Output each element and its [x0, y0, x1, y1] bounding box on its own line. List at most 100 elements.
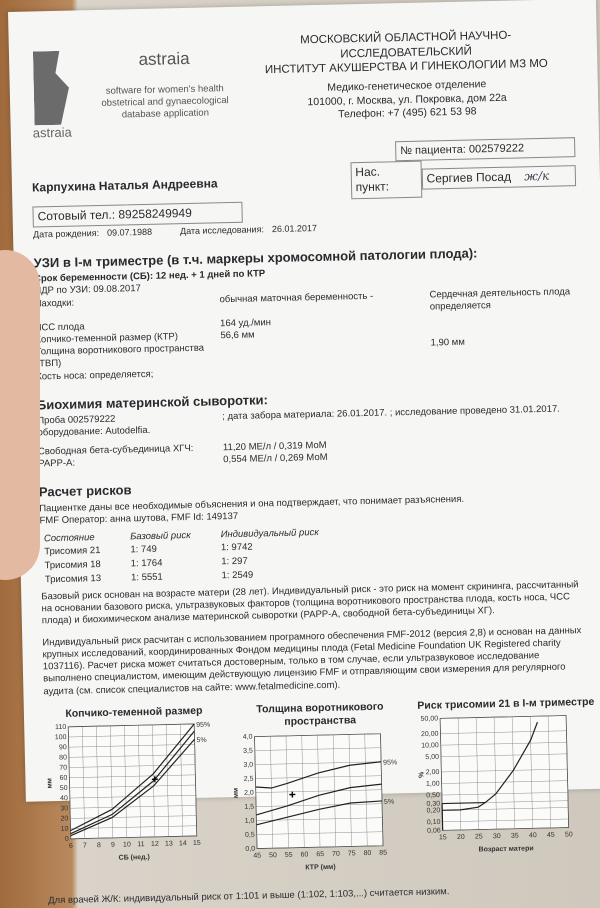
x-tick-label: 40 [529, 832, 537, 839]
y-tick-label: 10 [61, 826, 69, 833]
risk-cell: 1: 2549 [221, 569, 254, 582]
x-tick-label: 50 [269, 852, 277, 859]
astraia-logo: astraia [29, 38, 91, 149]
document-page: astraia astraia software for women's hea… [8, 0, 600, 906]
y-axis-label: мм [233, 787, 240, 798]
risk-table: Состояние Базовый риск Индивидуальный риск… [44, 526, 350, 588]
grid-line [440, 742, 567, 746]
y-tick-label: 5,00 [425, 754, 439, 761]
grid-line [69, 764, 196, 768]
grid-line [254, 747, 381, 751]
x-tick-label: 55 [285, 851, 293, 858]
chart-svg: 6 7 8 9 10 11 12 13 14 15 0 10 20 30 40 50 60 70 80 90 100 11… [46, 722, 210, 862]
y-tick-label: 3,0 [243, 761, 253, 768]
x-tick-label: 45 [253, 852, 261, 859]
risk-cell: Трисомия 13 [44, 573, 102, 586]
dob-label: Дата рождения: [32, 228, 100, 240]
city-value: Сергиев Посад [426, 169, 512, 186]
y-tick-label: 50 [60, 785, 68, 792]
chart-svg: 45 50 55 60 65 70 75 80 85 0,0 0,5 1,0 1,5 2,0 2,5 3,0 3… [233, 732, 397, 871]
hand [0, 250, 40, 580]
series-label: 95% [383, 759, 397, 766]
series-label: 5% [384, 798, 394, 805]
y-tick-label: 2,5 [244, 775, 254, 782]
x-tick-label: 15 [439, 834, 447, 841]
y-tick-label: 20,00 [421, 731, 439, 738]
grid-line [68, 754, 195, 758]
grid-line [255, 775, 382, 779]
x-tick-label: 6 [69, 843, 73, 850]
y-tick-label: 50,00 [421, 716, 439, 723]
y-tick-label: 40 [60, 795, 68, 802]
y-tick-label: 3,5 [243, 747, 253, 754]
y-tick-label: 0,06 [427, 828, 441, 835]
y-tick-label: 100 [55, 734, 67, 741]
y-tick-label: 0,20 [427, 808, 441, 815]
x-tick-label: 15 [193, 840, 201, 847]
y-tick-label: 10,00 [421, 742, 439, 749]
x-tick-label: 14 [179, 840, 187, 847]
grid-line [255, 761, 382, 765]
x-tick-label: 75 [348, 850, 356, 857]
y-axis-label: % [418, 771, 425, 778]
y-tick-label: 2,00 [426, 769, 440, 776]
chart-1: Толщина воротникового пространства 45 50 55… [230, 700, 414, 885]
grid-line [441, 769, 568, 773]
x-tick-label: 80 [363, 850, 371, 857]
y-tick-label: 70 [59, 765, 67, 772]
ultrasound-extra: 1,90 мм [430, 336, 465, 349]
y-tick-label: 60 [60, 775, 68, 782]
exam-date: 26.01.2017 [271, 223, 318, 235]
series-label: 95% [196, 722, 210, 729]
x-axis-label: КТР (мм) [305, 863, 336, 871]
x-tick-label: 7 [83, 843, 87, 850]
grid-line [68, 723, 195, 728]
chart-2: Риск трисомии 21 в I-м триместре 15 20 25 30… [416, 696, 600, 881]
grid-line [68, 744, 195, 748]
y-tick-label: 0,0 [245, 845, 255, 852]
y-tick-label: 90 [59, 744, 67, 751]
city-label: Нас. пункт: [350, 160, 423, 200]
risk-cell: 1: 5551 [130, 571, 163, 584]
y-tick-label: 80 [59, 755, 67, 762]
ultrasound-extra [431, 359, 580, 375]
y-axis-label: мм [46, 778, 53, 789]
x-tick-label: 35 [511, 833, 519, 840]
x-tick-label: 11 [137, 841, 145, 848]
x-tick-label: 13 [165, 841, 173, 848]
brand-name: astraia [138, 48, 190, 70]
x-tick-label: 45 [547, 832, 555, 839]
x-tick-label: 10 [123, 842, 131, 849]
x-tick-label: 60 [300, 851, 308, 858]
y-tick-label: 4,0 [243, 733, 253, 740]
x-tick-label: 85 [379, 849, 387, 856]
mobile-phone: Сотовый тел.: 89258249949 [32, 201, 243, 228]
x-axis-label: СБ (нед.) [119, 854, 150, 862]
grid-line [441, 753, 567, 758]
x-tick-label: 30 [493, 833, 501, 840]
y-tick-label: 2,0 [244, 789, 254, 796]
dob: 09.07.1988 [106, 226, 153, 238]
measurement-point [289, 791, 296, 798]
handwritten-mark: ж/к [524, 168, 550, 184]
city: Сергиев Посад ж/к [421, 164, 577, 190]
y-tick-label: 1,0 [245, 817, 255, 824]
grid-line [440, 715, 567, 719]
grid-line [254, 733, 381, 737]
logo-text: astraia [32, 124, 72, 141]
grid-line [69, 795, 196, 799]
y-tick-label: 0,50 [426, 792, 440, 799]
x-tick-label: 12 [151, 841, 159, 848]
chart-svg: 15 20 25 30 35 40 45 50 0,06 0,10 0,200,30 0,50 1,00… [418, 715, 573, 854]
x-tick-label: 9 [111, 842, 115, 849]
x-tick-label: 65 [316, 851, 324, 858]
chart-0: Копчико-теменной размер 6 7 8 9 10 11 12 13 14 15 0… [44, 704, 228, 889]
y-tick-label: 1,5 [244, 803, 254, 810]
y-tick-label: 1,00 [426, 781, 440, 788]
y-tick-label: 110 [55, 724, 66, 731]
x-axis-label: Возраст матери [479, 845, 534, 853]
measurement-point [151, 776, 158, 783]
y-tick-label: 20 [60, 816, 68, 823]
patient-number: № пациента: 002579222 [395, 137, 576, 162]
y-tick-label: 0,10 [427, 819, 441, 826]
